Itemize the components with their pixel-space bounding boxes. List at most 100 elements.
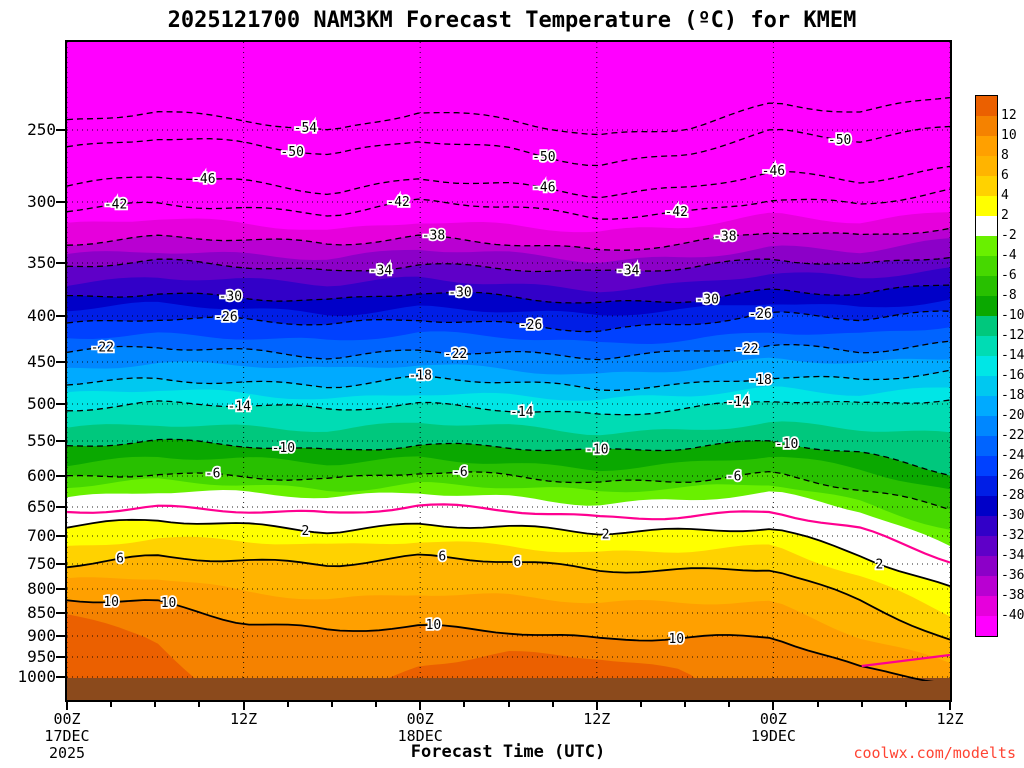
x-tick-label: 00Z: [759, 710, 787, 728]
colorbar-segment: [976, 416, 997, 436]
y-tick-label: 900: [27, 626, 56, 645]
y-tick-label: 800: [27, 579, 56, 598]
contour-label: -50: [828, 133, 851, 148]
colorbar-tick-label: -2: [1001, 228, 1017, 243]
contour-label: 6: [438, 549, 446, 564]
y-axis-tick: [56, 506, 65, 508]
contour-line: [67, 340, 950, 361]
credit-link[interactable]: coolwx.com/modelts: [853, 744, 1016, 762]
y-axis-tick: [56, 440, 65, 442]
contour-line: [67, 125, 950, 167]
date-label: 19DEC: [750, 727, 796, 745]
contour-line: [67, 470, 950, 511]
colorbar-segment: [976, 296, 997, 316]
x-axis-tick: [728, 702, 731, 707]
colorbar-segment: [976, 376, 997, 396]
contour-line: [67, 227, 950, 251]
x-axis-tick: [154, 702, 157, 707]
contour-label: -10: [775, 437, 798, 452]
colorbar-segment: [976, 556, 997, 576]
y-axis-tick: [56, 315, 65, 317]
y-axis-tick: [56, 361, 65, 363]
colorbar: [975, 95, 998, 637]
colorbar-tick-label: 6: [1001, 168, 1009, 183]
colorbar-tick-label: -20: [1001, 408, 1024, 423]
contour-line: [67, 284, 950, 304]
x-axis-tick: [330, 702, 333, 707]
colorbar-segment: [976, 236, 997, 256]
colorbar-segment: [976, 216, 997, 236]
contour-line: [67, 96, 950, 136]
colorbar-tick-label: 12: [1001, 108, 1017, 123]
contour-label: -38: [713, 229, 736, 244]
contour-line: [67, 438, 950, 477]
x-axis-tick: [110, 702, 113, 707]
x-axis-tick: [375, 702, 378, 707]
colorbar-tick-label: -34: [1001, 548, 1024, 563]
x-tick-label: 12Z: [583, 710, 611, 728]
contour-label: -6: [726, 469, 742, 484]
contour-label: -14: [227, 399, 251, 414]
y-axis-tick: [56, 676, 65, 678]
colorbar-segment: [976, 576, 997, 596]
colorbar-segment: [976, 616, 997, 636]
y-axis-tick: [56, 635, 65, 637]
contour-label: 10: [668, 632, 684, 647]
colorbar-segment: [976, 336, 997, 356]
x-axis-tick: [242, 702, 245, 710]
x-axis-tick: [463, 702, 466, 707]
colorbar-segment: [976, 116, 997, 136]
colorbar-segment: [976, 136, 997, 156]
colorbar-tick-label: -10: [1001, 308, 1024, 323]
x-axis-tick: [507, 702, 510, 707]
colorbar-segment: [976, 176, 997, 196]
y-tick-label: 400: [27, 306, 56, 325]
temperature-cross-section: -54 -50 -50 -50 -46 -46 -46 -42 -42 -42 -38 -38 -34 -…: [67, 42, 950, 700]
colorbar-tick-label: -18: [1001, 388, 1024, 403]
contour-label: 2: [301, 524, 309, 539]
y-tick-label: 1000: [17, 667, 56, 686]
contour-label: -46: [762, 164, 785, 179]
colorbar-segment: [976, 476, 997, 496]
freezing-line: [861, 653, 950, 668]
colorbar-tick-label: -28: [1001, 488, 1024, 503]
plot-area: -54 -50 -50 -50 -46 -46 -46 -42 -42 -42 -38 -38 -34 -…: [65, 40, 952, 702]
contour-line: [67, 399, 950, 416]
contour-line: [67, 188, 950, 220]
colorbar-segment: [976, 316, 997, 336]
date-label: 2025: [48, 744, 86, 762]
x-axis-tick: [198, 702, 201, 707]
y-tick-label: 450: [27, 352, 56, 371]
colorbar-tick-label: 4: [1001, 188, 1009, 203]
freezing-line: [67, 503, 950, 564]
contour-label: -42: [104, 197, 127, 212]
y-tick-label: 500: [27, 394, 56, 413]
x-tick-label: 12Z: [230, 710, 258, 728]
contour-label: -6: [452, 465, 468, 480]
contour-label: -30: [448, 285, 471, 300]
contour-label: -14: [510, 405, 534, 420]
colorbar-segment: [976, 536, 997, 556]
y-axis-tick: [56, 403, 65, 405]
contour-line: [67, 553, 950, 641]
y-axis-tick: [56, 588, 65, 590]
contour-label: -50: [280, 145, 303, 160]
x-axis-tick: [639, 702, 642, 707]
contour-label: -6: [205, 466, 221, 481]
y-tick-label: 350: [27, 253, 56, 272]
contour-label: -22: [735, 342, 758, 357]
y-tick-label: 850: [27, 603, 56, 622]
colorbar-segment: [976, 156, 997, 176]
chart-title: 2025121700 NAM3KM Forecast Temperature (…: [167, 8, 857, 33]
contour-label: 2: [602, 527, 610, 542]
x-axis-tick: [949, 702, 951, 710]
colorbar-segment: [976, 196, 997, 216]
contour-label: -10: [585, 442, 608, 457]
contour-label: 10: [426, 618, 442, 633]
x-tick-label: 00Z: [406, 710, 434, 728]
contour-label: -30: [219, 289, 242, 304]
contour-label: -26: [748, 307, 771, 322]
x-axis-tick: [419, 702, 422, 710]
colorbar-tick-label: 10: [1001, 128, 1017, 143]
